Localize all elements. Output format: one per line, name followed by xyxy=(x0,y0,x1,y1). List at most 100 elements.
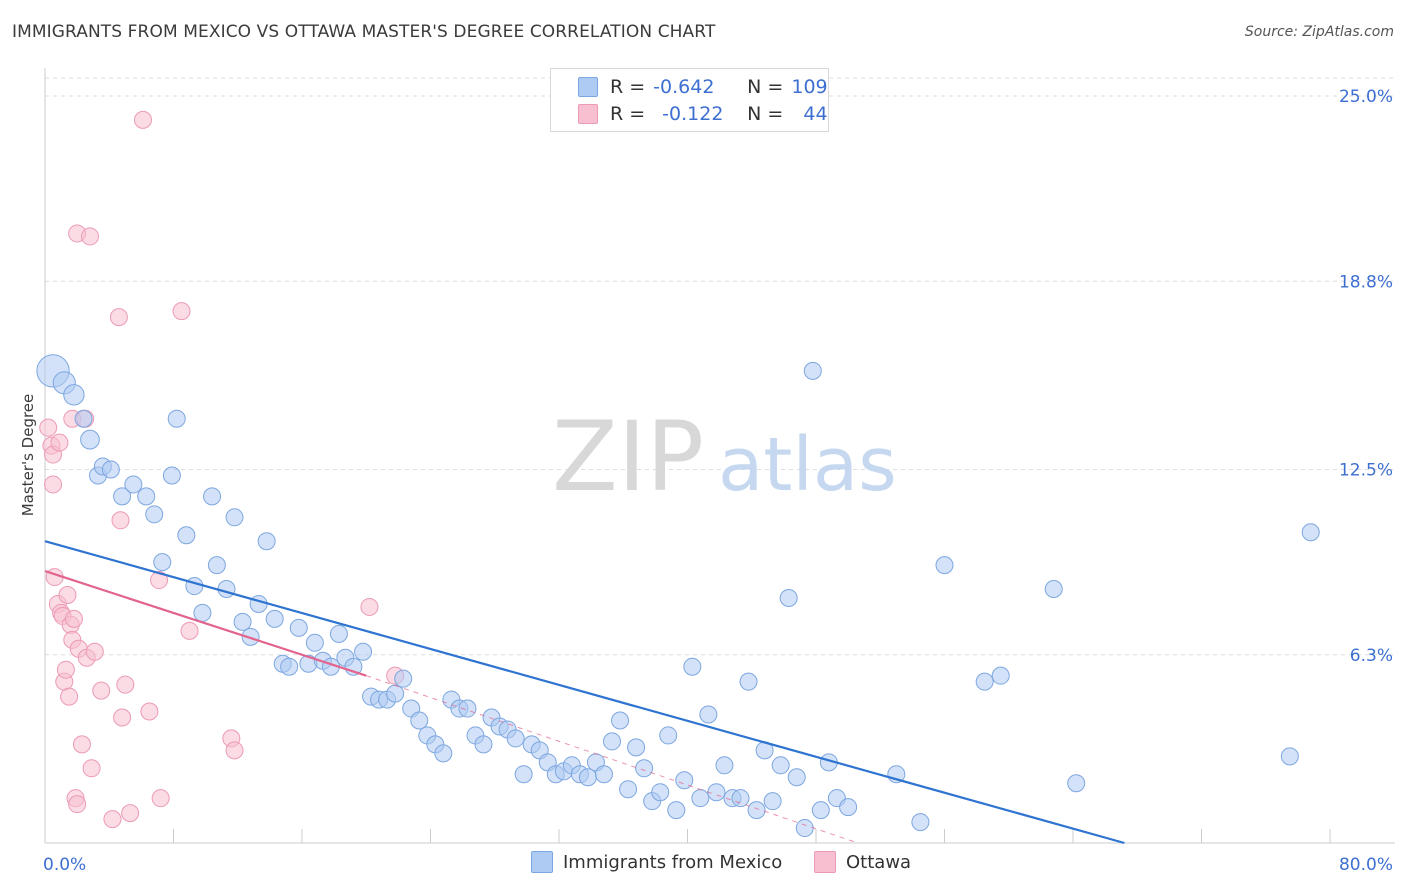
y-axis-label: Master's Degree xyxy=(19,393,37,517)
ottawa-point xyxy=(85,642,104,661)
mexico-point xyxy=(635,759,654,778)
mexico-point xyxy=(257,532,276,551)
bottom-legend: Immigrants from Mexico Ottawa xyxy=(0,851,1406,879)
ottawa-trend-extension xyxy=(366,675,858,844)
mexico-point xyxy=(386,684,405,703)
legend-swatch-pink xyxy=(814,851,836,873)
mexico-point xyxy=(193,603,212,622)
ottawa-point xyxy=(116,675,135,694)
ottawa-point xyxy=(44,475,63,494)
ottawa-point xyxy=(111,511,130,530)
ottawa-point xyxy=(92,681,111,700)
ottawa-point xyxy=(56,660,75,679)
mexico-point xyxy=(241,627,260,646)
x-tick-label: 0.0% xyxy=(43,855,86,875)
mexico-point xyxy=(935,556,954,575)
mexico-point xyxy=(514,765,533,784)
mexico-point xyxy=(651,783,670,802)
mexico-point xyxy=(991,666,1010,685)
ottawa-point xyxy=(109,308,128,327)
mexico-point xyxy=(101,460,120,479)
mexico-point xyxy=(410,711,429,730)
legend-swatch-pink xyxy=(578,104,598,124)
legend-r-label: R = xyxy=(610,76,646,98)
mexico-point xyxy=(233,612,252,631)
mexico-point xyxy=(474,735,493,754)
mexico-point xyxy=(578,768,597,787)
mexico-trend-line xyxy=(44,540,1125,845)
ottawa-point xyxy=(50,433,69,452)
ottawa-point xyxy=(80,227,99,246)
ottawa-point xyxy=(58,585,77,604)
mexico-point xyxy=(795,819,814,838)
mexico-point xyxy=(619,780,638,799)
ottawa-point xyxy=(225,741,244,760)
watermark-atlas: atlas xyxy=(718,422,897,508)
legend-n-label: N = xyxy=(747,76,784,98)
ottawa-point xyxy=(140,702,159,721)
mexico-point xyxy=(329,624,348,643)
mexico-point xyxy=(691,789,710,808)
mexico-point xyxy=(839,798,858,817)
legend-n-label: N = xyxy=(747,103,784,125)
ottawa-point xyxy=(39,418,58,437)
mexico-point xyxy=(659,726,678,745)
ottawa-point xyxy=(150,571,169,590)
mexico-point xyxy=(739,672,758,691)
mexico-point xyxy=(667,801,686,820)
stats-legend: R = -0.642 N = 109 R = -0.122 N = 44 xyxy=(550,68,829,132)
mexico-point xyxy=(305,633,324,652)
mexico-point xyxy=(207,556,226,575)
mexico-point xyxy=(80,429,100,450)
legend-item-ottawa[interactable]: Ottawa xyxy=(814,851,911,873)
mexico-point xyxy=(280,657,299,676)
y-tick-label: 12.5% xyxy=(1339,461,1393,481)
mexico-point xyxy=(203,487,222,506)
y-tick-label: 25.0% xyxy=(1339,87,1393,107)
mexico-point xyxy=(63,384,85,406)
legend-row-mexico: R = -0.642 N = 109 xyxy=(551,73,828,101)
watermark: ZIP atlas xyxy=(552,401,897,513)
legend-row-ottawa: R = -0.122 N = 44 xyxy=(551,100,828,128)
ottawa-point xyxy=(82,759,101,778)
mexico-point xyxy=(627,738,646,757)
mexico-point xyxy=(763,792,782,811)
legend-n-value: 109 xyxy=(791,76,828,98)
mexico-point xyxy=(787,768,806,787)
mexico-point xyxy=(434,744,453,763)
chart-title: IMMIGRANTS FROM MEXICO VS OTTAWA MASTER'… xyxy=(12,22,716,42)
mexico-point xyxy=(771,756,790,775)
ottawa-trend-line xyxy=(44,570,367,677)
mexico-point xyxy=(289,618,308,637)
mexico-point xyxy=(683,657,702,676)
mexico-point xyxy=(811,801,830,820)
ottawa-point xyxy=(113,708,132,727)
mexico-point xyxy=(145,505,164,524)
mexico-point xyxy=(113,487,132,506)
legend-r-label: R = xyxy=(610,103,646,125)
mexico-point xyxy=(1067,774,1086,793)
mexico-point xyxy=(124,475,143,494)
legend-label-ottawa: Ottawa xyxy=(846,851,912,873)
grid xyxy=(45,77,1395,656)
mexico-points xyxy=(36,354,1320,838)
ottawa-point xyxy=(360,597,379,616)
ottawa-point xyxy=(64,609,83,628)
mexico-point xyxy=(249,594,268,613)
ottawa-point xyxy=(121,804,140,823)
ottawa-point xyxy=(133,110,152,129)
mexico-point xyxy=(74,409,93,428)
mexico-point xyxy=(153,553,172,572)
legend-item-mexico[interactable]: Immigrants from Mexico xyxy=(531,851,782,873)
ottawa-point xyxy=(151,789,170,808)
mexico-point xyxy=(611,711,630,730)
mexico-point xyxy=(162,466,181,485)
mexico-point xyxy=(177,526,196,545)
mexico-point xyxy=(458,699,477,718)
mexico-point xyxy=(185,577,204,596)
trend-lines xyxy=(44,540,1125,845)
ottawa-point xyxy=(68,795,87,814)
mexico-point xyxy=(225,508,244,527)
ottawa-point xyxy=(72,735,91,754)
